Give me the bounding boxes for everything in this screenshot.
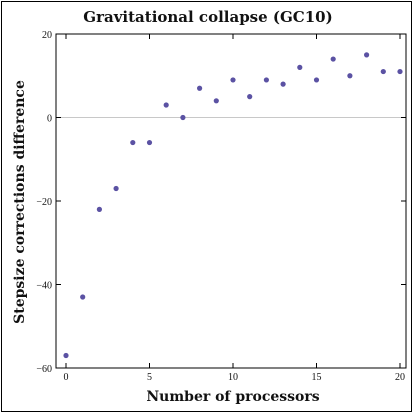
x-tick-label: 0	[64, 372, 69, 383]
y-tick-label: −40	[36, 281, 52, 292]
data-point	[63, 352, 69, 359]
data-point	[313, 77, 320, 83]
y-tick-label: −60	[36, 364, 52, 375]
data-point	[180, 114, 186, 121]
x-axis-ticks: 0 5 10 15 20	[64, 34, 405, 383]
data-point	[113, 185, 119, 192]
data-point	[330, 56, 336, 62]
x-axis-label: Number of processors	[146, 389, 319, 405]
data-point	[280, 81, 286, 87]
data-point	[380, 68, 386, 75]
x-tick-label: 20	[395, 372, 405, 383]
data-point	[263, 77, 269, 83]
data-point	[96, 206, 102, 212]
data-point	[80, 294, 86, 300]
data-point	[130, 139, 136, 146]
data-point	[213, 98, 219, 104]
data-point	[197, 85, 203, 91]
chart-title: Gravitational collapse (GC10)	[83, 8, 332, 26]
data-point	[163, 102, 169, 108]
data-point	[397, 68, 403, 75]
x-tick-label: 5	[147, 372, 152, 383]
x-tick-label: 10	[228, 372, 238, 383]
data-points	[63, 52, 403, 359]
y-axis-ticks: 20 0 −20 −40 −60	[36, 30, 406, 375]
data-point	[230, 77, 236, 83]
y-tick-label: 0	[47, 114, 52, 125]
data-point	[297, 64, 303, 70]
data-point	[364, 52, 370, 58]
data-point	[247, 94, 253, 100]
data-point	[347, 73, 353, 79]
plot-area	[55, 33, 407, 369]
y-axis-label: Stepsize corrections difference	[12, 80, 28, 324]
x-tick-label: 15	[312, 372, 322, 383]
data-point	[146, 139, 153, 146]
y-tick-label: 20	[42, 30, 52, 41]
y-tick-label: −20	[36, 197, 52, 208]
